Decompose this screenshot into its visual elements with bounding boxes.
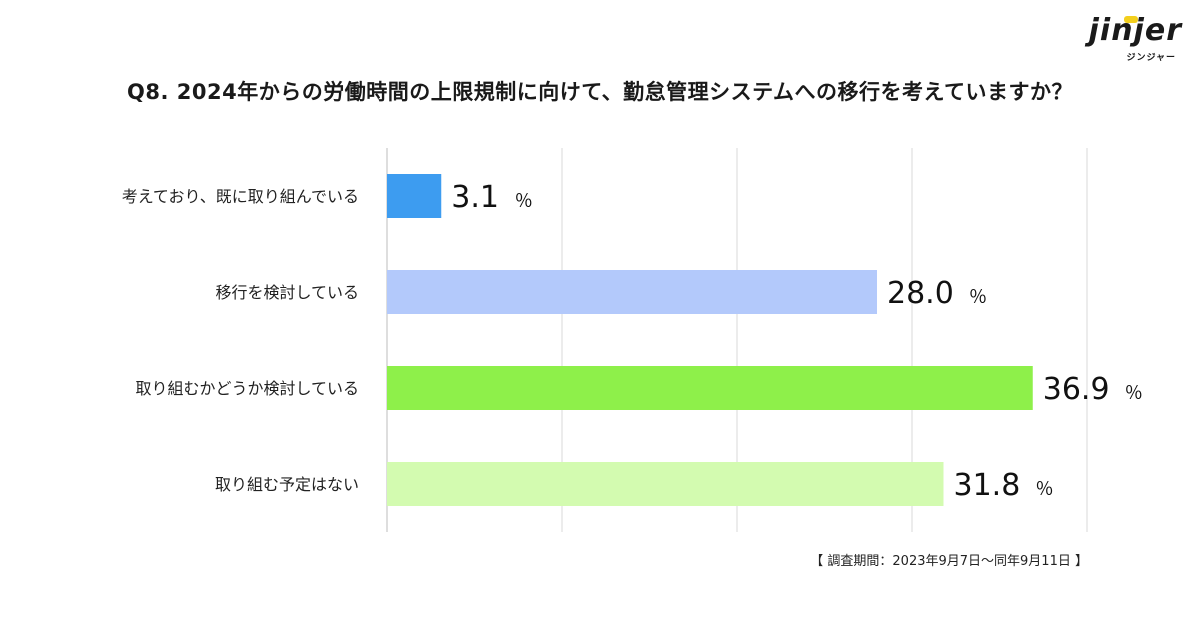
category-label: 移行を検討している (215, 283, 359, 302)
survey-period-note: 【 調査期間：2023年9月7日〜同年9月11日 】 (810, 554, 1088, 569)
category-label: 取り組む予定はない (215, 475, 359, 494)
jinjer-logo: jinjer ジンジャー (1088, 13, 1182, 64)
unit-label: ％ (515, 191, 533, 212)
value-label: 3.1 (451, 180, 499, 215)
bar (387, 270, 877, 314)
unit-label: ％ (969, 287, 987, 308)
bar (387, 174, 442, 218)
unit-label: ％ (1125, 383, 1143, 404)
bar (387, 366, 1033, 410)
logo-subtext: ジンジャー (1126, 53, 1176, 63)
logo-wordmark: jinjer (1088, 13, 1182, 48)
unit-label: ％ (1036, 479, 1054, 500)
chart-title: Q8. 2024年からの労働時間の上限規制に向けて、勤怠管理システムへの移行を考… (127, 80, 1073, 104)
value-label: 36.9 (1043, 372, 1110, 407)
value-label: 28.0 (887, 276, 954, 311)
bar (387, 462, 944, 506)
category-label: 考えており、既に取り組んでいる (122, 187, 359, 206)
value-label: 31.8 (954, 468, 1021, 503)
logo-accent (1124, 16, 1138, 23)
category-label: 取り組むかどうか検討している (135, 379, 359, 398)
